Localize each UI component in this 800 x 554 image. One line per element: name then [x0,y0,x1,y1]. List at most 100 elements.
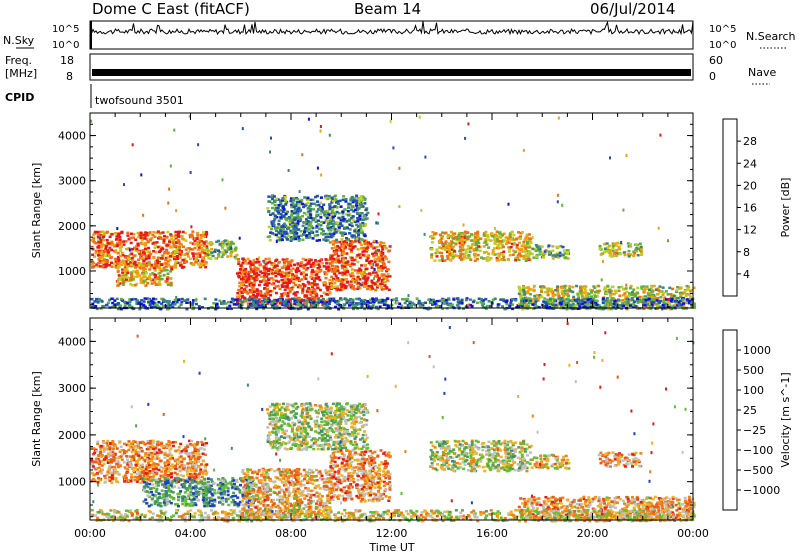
scatter-cell [269,231,273,234]
scatter-cell [521,286,525,289]
sparse-point [319,129,322,133]
scatter-cell [361,281,365,284]
scatter-cell [145,470,149,473]
scatter-cell [108,235,112,239]
scatter-cell [685,293,689,296]
scatter-cell [164,258,168,262]
scatter-cell [438,233,442,236]
scatter-cell [640,285,644,289]
scatter-cell [352,199,356,202]
scatter-cell [617,289,621,292]
scatter-cell [394,301,398,305]
scatter-cell [458,241,462,245]
scatter-cell [505,299,509,302]
scatter-cell [128,298,132,301]
sparse-point [275,240,278,244]
scatter-cell [328,290,332,294]
scatter-cell [151,242,155,245]
scatter-cell [333,270,337,273]
scatter-cell [92,233,96,236]
scatter-cell [450,248,454,251]
scatter-cell [96,301,100,304]
scatter-cell [184,239,188,242]
scatter-cell [306,210,310,213]
scatter-cell [656,297,660,300]
scatter-cell [294,294,298,297]
scatter-cell [99,239,103,242]
scatter-cell [547,251,551,255]
scatter-cell [456,237,460,241]
scatter-cell [315,283,319,286]
scatter-cell [248,282,252,285]
scatter-cell [110,248,114,252]
scatter-cell [588,304,592,307]
scatter-cell [652,298,656,302]
scatter-cell [280,225,284,229]
scatter-cell [362,277,366,280]
scatter-cell [441,234,445,238]
scatter-cell [147,246,151,250]
scatter-cell [266,207,270,210]
scatter-cell [355,211,359,215]
scatter-cell [486,233,490,237]
scatter-cell [166,308,170,311]
scatter-cell [160,297,164,301]
scatter-cell [361,218,364,221]
scatter-cell [369,263,372,266]
scatter-cell [289,219,293,222]
sparse-point [398,166,401,170]
scatter-cell [276,210,280,213]
scatter-cell [468,235,472,238]
scatter-cell [153,278,157,281]
scatter-cell [140,299,144,302]
scatter-cell [292,209,296,213]
scatter-cell [572,295,576,299]
scatter-cell [356,275,360,279]
scatter-cell [292,237,295,241]
scatter-cell [353,229,357,232]
scatter-cell [152,231,156,234]
scatter-cell [623,253,627,257]
scatter-cell [439,240,443,244]
scatter-cell [547,253,551,256]
scatter-cell [119,275,123,279]
scatter-cell [496,306,500,309]
scatter-cell [616,241,620,245]
scatter-cell [103,258,106,261]
scatter-cell [267,272,271,276]
scatter-cell [386,273,390,276]
scatter-cell [248,295,252,298]
scatter-cell [604,299,608,302]
scatter-cell [215,303,219,306]
scatter-cell [166,260,170,263]
scatter-cell [337,259,341,263]
scatter-cell [229,307,233,311]
scatter-cell [528,250,532,253]
scatter-cell [376,284,380,287]
scatter-cell [278,302,282,305]
scatter-cell [93,300,97,303]
scatter-cell [118,242,122,246]
scatter-cell [562,255,566,258]
scatter-cell [521,297,525,300]
scatter-cell [148,275,152,278]
scatter-cell [174,234,178,237]
scatter-cell [493,238,497,241]
scatter-cell [203,297,207,301]
scatter-cell [451,252,454,255]
scatter-cell [467,254,471,257]
scatter-cell [438,299,442,303]
scatter-cell [330,259,334,263]
scatter-cell [111,305,115,309]
scatter-cell [283,278,287,282]
scatter-cell [360,205,364,208]
scatter-cell [294,283,297,287]
scatter-cell [161,231,165,234]
scatter-cell [127,238,131,241]
scatter-cell [307,287,311,290]
scatter-cell [155,259,159,262]
scatter-cell [527,244,531,247]
scatter-cell [464,298,468,302]
scatter-cell [309,198,313,202]
